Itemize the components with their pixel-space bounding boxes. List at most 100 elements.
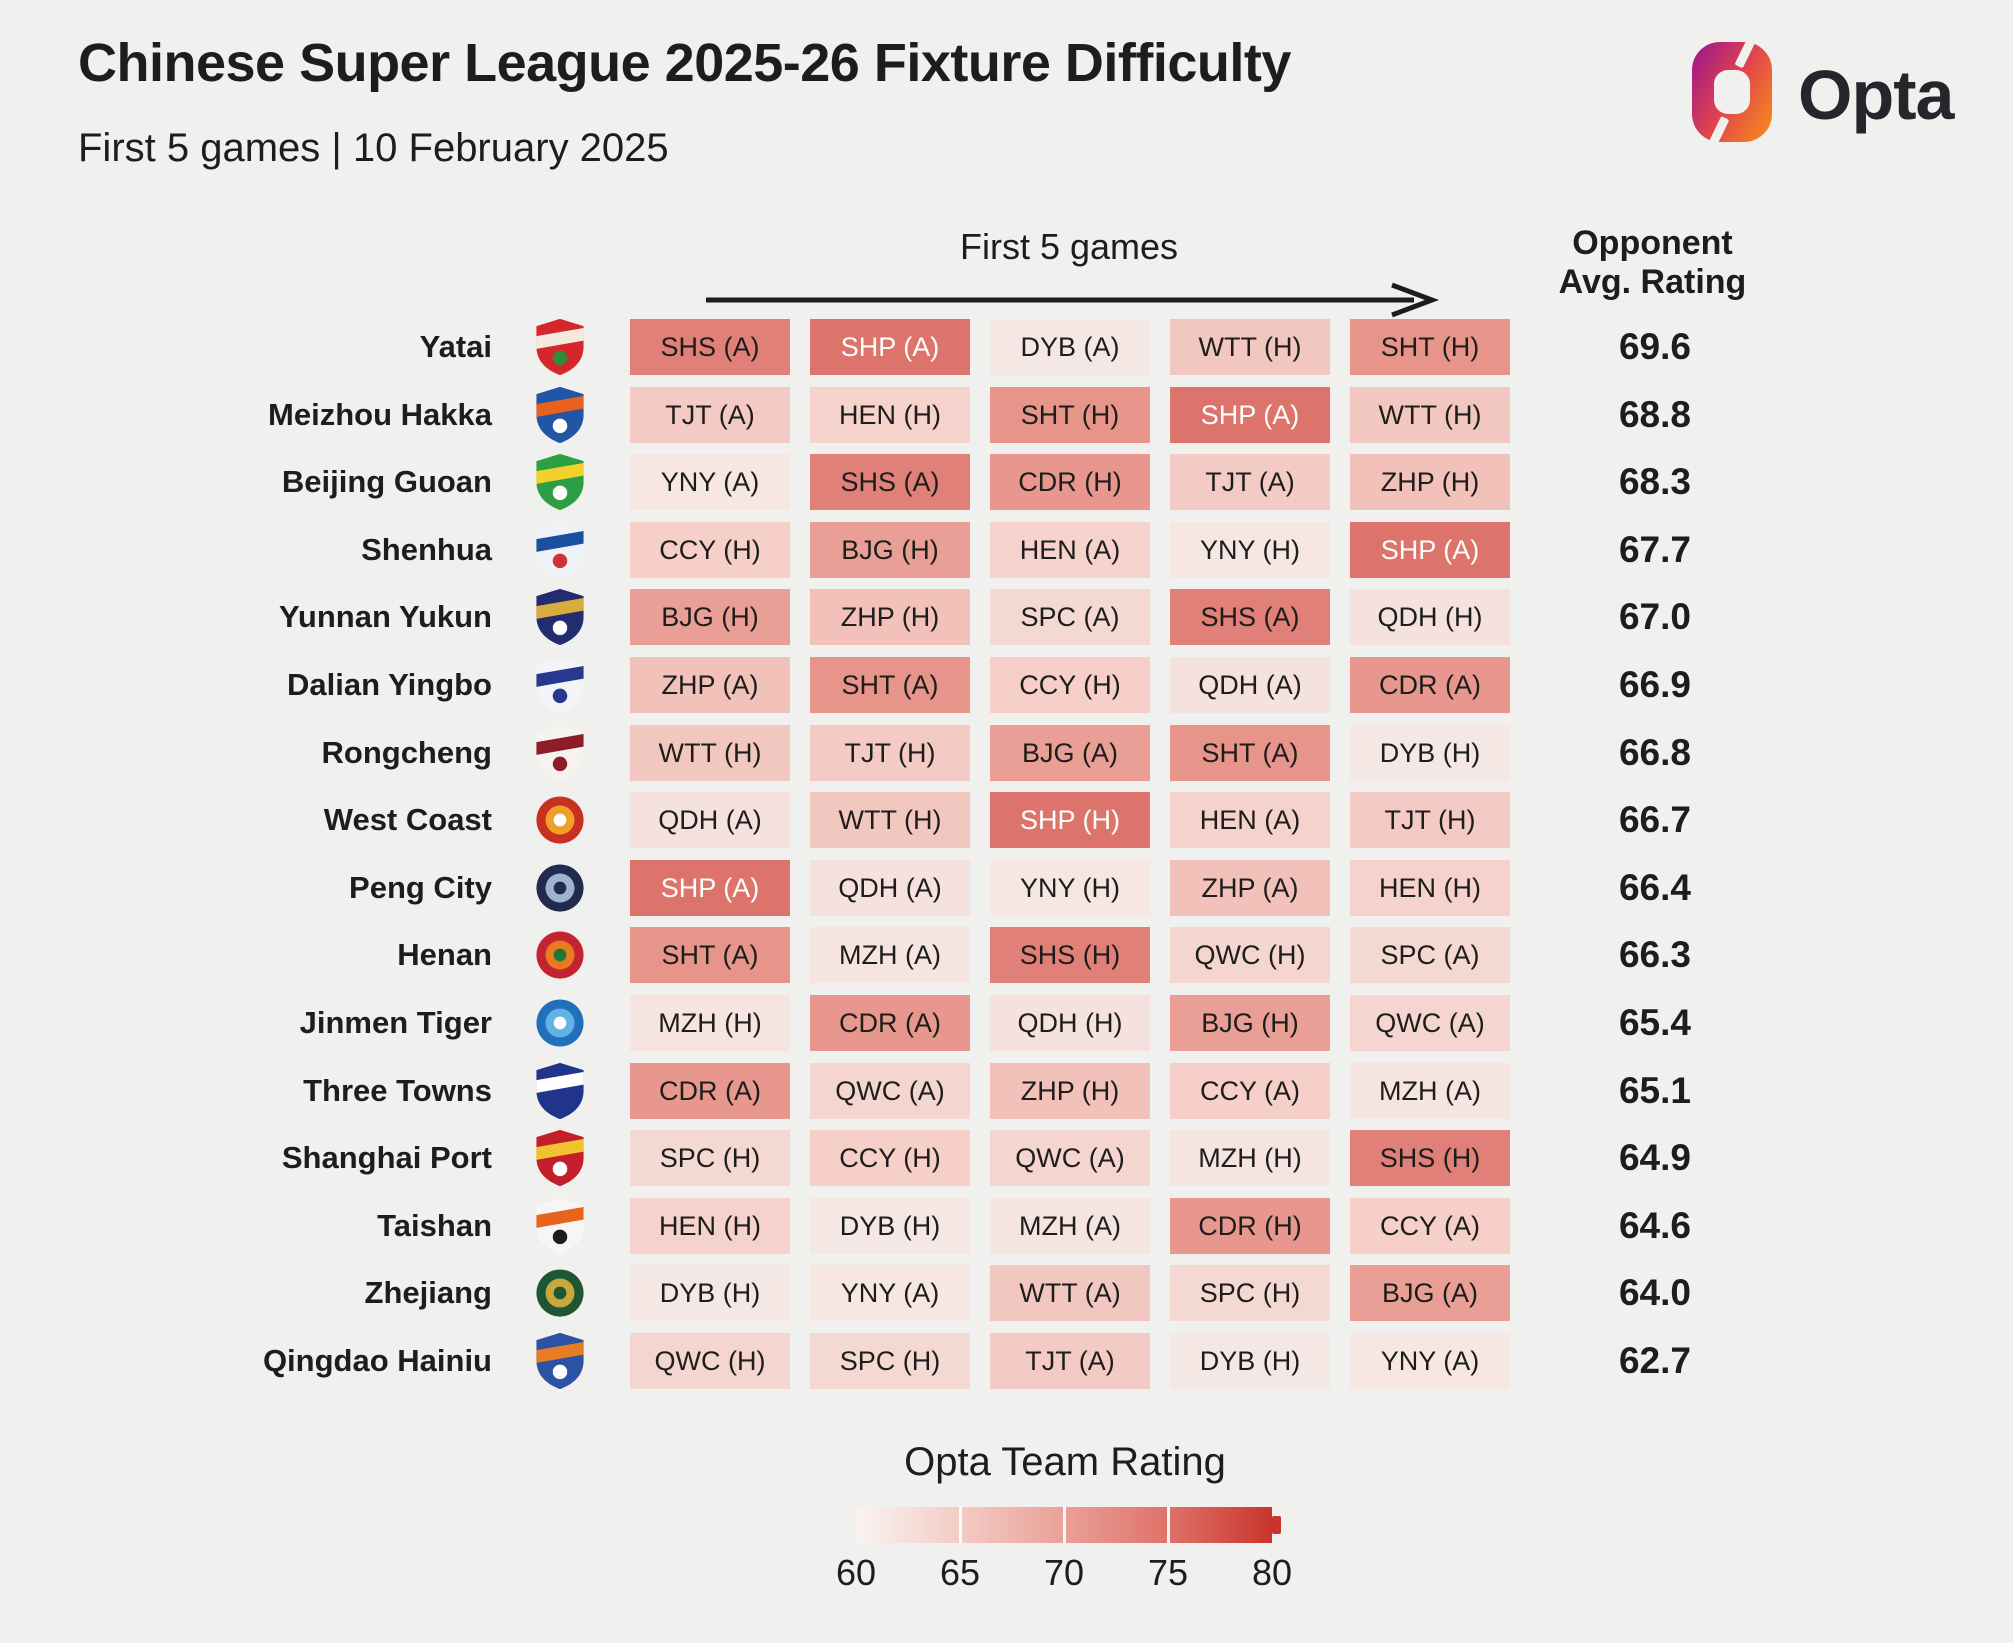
team-name: Rongcheng <box>321 735 493 770</box>
legend-pointer <box>1272 1516 1281 1534</box>
fixture-cell: SHT (A) <box>1170 725 1330 781</box>
avg-rating-value: 64.6 <box>1618 1205 1691 1246</box>
avg-rating-value: 64.9 <box>1618 1137 1691 1178</box>
team-name: Beijing Guoan <box>281 464 492 499</box>
fixture-cell: QDH (A) <box>810 860 970 916</box>
team-badge-icon <box>528 451 592 513</box>
avg-rating-value: 64.0 <box>1618 1272 1691 1313</box>
fixture-cell: SHS (H) <box>1350 1130 1510 1186</box>
fixture-cell: CDR (H) <box>1170 1198 1330 1254</box>
team-row: Zhejiang DYB (H) YNY (A) WTT (A) SPC (H)… <box>0 1265 2013 1321</box>
fixture-cell: MZH (A) <box>990 1198 1150 1254</box>
avg-rating-value: 66.4 <box>1618 867 1691 908</box>
team-name: Yunnan Yukun <box>278 599 492 634</box>
fixture-cell: CDR (H) <box>990 454 1150 510</box>
avg-rating-value: 62.7 <box>1618 1340 1691 1381</box>
team-badge-icon <box>528 1127 592 1189</box>
page-title: Chinese Super League 2025-26 Fixture Dif… <box>78 33 1291 93</box>
fixture-cell: SPC (A) <box>1350 927 1510 983</box>
fixture-cell: QWC (A) <box>990 1130 1150 1186</box>
team-row: Peng City SHP (A) QDH (A) YNY (H) ZHP (A… <box>0 860 2013 916</box>
fixture-cell: SHT (H) <box>1350 319 1510 375</box>
fixture-cell: CDR (A) <box>1350 657 1510 713</box>
fixture-cell: DYB (H) <box>1170 1333 1330 1389</box>
fixture-cell: SHP (A) <box>1170 387 1330 443</box>
fixture-cell: MZH (A) <box>1350 1063 1510 1119</box>
avg-rating-value: 66.7 <box>1618 799 1691 840</box>
fixture-cell: WTT (H) <box>1350 387 1510 443</box>
team-name: Taishan <box>377 1208 492 1243</box>
fixture-cell: SHP (A) <box>630 860 790 916</box>
avg-rating-value: 69.6 <box>1618 326 1691 367</box>
fixture-cell: WTT (A) <box>990 1265 1150 1321</box>
team-name: Three Towns <box>303 1073 492 1108</box>
fixture-cell: ZHP (H) <box>1350 454 1510 510</box>
fixture-cell: BJG (H) <box>810 522 970 578</box>
fixture-cell: MZH (H) <box>630 995 790 1051</box>
legend-gradient-bar <box>856 1507 1272 1543</box>
legend-bar-tick <box>1063 1507 1066 1543</box>
fixture-cell: TJT (A) <box>1170 454 1330 510</box>
fixture-cell: TJT (A) <box>990 1333 1150 1389</box>
fixture-cell: CCY (A) <box>1170 1063 1330 1119</box>
avg-rating-value: 67.0 <box>1618 596 1691 637</box>
team-badge-icon <box>528 924 592 986</box>
fixture-cell: MZH (H) <box>1170 1130 1330 1186</box>
team-row: Shenhua CCY (H) BJG (H) HEN (A) YNY (H) … <box>0 519 2013 581</box>
fixture-cell: YNY (A) <box>810 1265 970 1321</box>
fixture-cell: SPC (H) <box>810 1333 970 1389</box>
page-subtitle: First 5 games | 10 February 2025 <box>78 126 669 170</box>
rating-column-header-line2: Avg. Rating <box>1558 263 1747 302</box>
team-badge-icon <box>528 789 592 851</box>
team-name: Shanghai Port <box>281 1140 492 1175</box>
fixture-cell: DYB (H) <box>810 1198 970 1254</box>
fixture-cell: CCY (H) <box>630 522 790 578</box>
team-row: Shanghai Port SPC (H) CCY (H) QWC (A) MZ… <box>0 1127 2013 1189</box>
team-badge-icon <box>528 586 592 648</box>
team-badge-icon <box>528 857 592 919</box>
avg-rating-value: 66.3 <box>1618 934 1691 975</box>
legend-bar-tick <box>959 1507 962 1543</box>
fixture-cell: HEN (A) <box>1170 792 1330 848</box>
avg-rating-value: 66.9 <box>1618 664 1691 705</box>
team-badge-icon <box>528 519 592 581</box>
team-badge-icon <box>528 316 592 378</box>
fixture-cell: HEN (H) <box>1350 860 1510 916</box>
fixture-cell: ZHP (A) <box>630 657 790 713</box>
team-row: Meizhou Hakka TJT (A) HEN (H) SHT (H) SH… <box>0 386 2013 444</box>
fixture-cell: CCY (H) <box>810 1130 970 1186</box>
avg-rating-value: 68.3 <box>1618 461 1691 502</box>
fixture-cell: CCY (A) <box>1350 1198 1510 1254</box>
fixture-cell: ZHP (H) <box>990 1063 1150 1119</box>
team-row: Henan SHT (A) MZH (A) SHS (H) QWC (H) SP… <box>0 927 2013 983</box>
team-badge-icon <box>528 1060 592 1122</box>
fixture-cell: YNY (A) <box>1350 1333 1510 1389</box>
fixture-cell: HEN (H) <box>630 1198 790 1254</box>
fixture-cell: SHT (A) <box>630 927 790 983</box>
games-axis-arrow-icon <box>700 282 1440 323</box>
legend-tick-label: 60 <box>835 1552 877 1593</box>
fixture-cell: HEN (H) <box>810 387 970 443</box>
fixture-cell: TJT (H) <box>1350 792 1510 848</box>
fixture-cell: SPC (H) <box>630 1130 790 1186</box>
legend-title: Opta Team Rating <box>904 1440 1226 1484</box>
team-row: Dalian Yingbo ZHP (A) SHT (A) CCY (H) QD… <box>0 656 2013 714</box>
fixture-cell: BJG (H) <box>630 589 790 645</box>
team-row: Yunnan Yukun BJG (H) ZHP (H) SPC (A) SHS… <box>0 586 2013 648</box>
fixture-cell: BJG (A) <box>990 725 1150 781</box>
team-badge-icon <box>528 1262 592 1324</box>
fixture-cell: QDH (H) <box>1350 589 1510 645</box>
fixture-cell: SHS (H) <box>990 927 1150 983</box>
team-name: Dalian Yingbo <box>287 667 492 702</box>
team-row: Three Towns CDR (A) QWC (A) ZHP (H) CCY … <box>0 1060 2013 1122</box>
fixture-cell: ZHP (A) <box>1170 860 1330 916</box>
fixture-cell: QWC (H) <box>630 1333 790 1389</box>
team-badge-icon <box>528 992 592 1054</box>
team-row: Yatai SHS (A) SHP (A) DYB (A) WTT (H) SH… <box>0 316 2013 378</box>
fixture-cell: CCY (H) <box>990 657 1150 713</box>
team-name: Jinmen Tiger <box>299 1005 492 1040</box>
rating-column-header: Opponent Avg. Rating <box>1545 224 1760 302</box>
fixture-cell: CDR (A) <box>630 1063 790 1119</box>
fixture-cell: SHS (A) <box>1170 589 1330 645</box>
